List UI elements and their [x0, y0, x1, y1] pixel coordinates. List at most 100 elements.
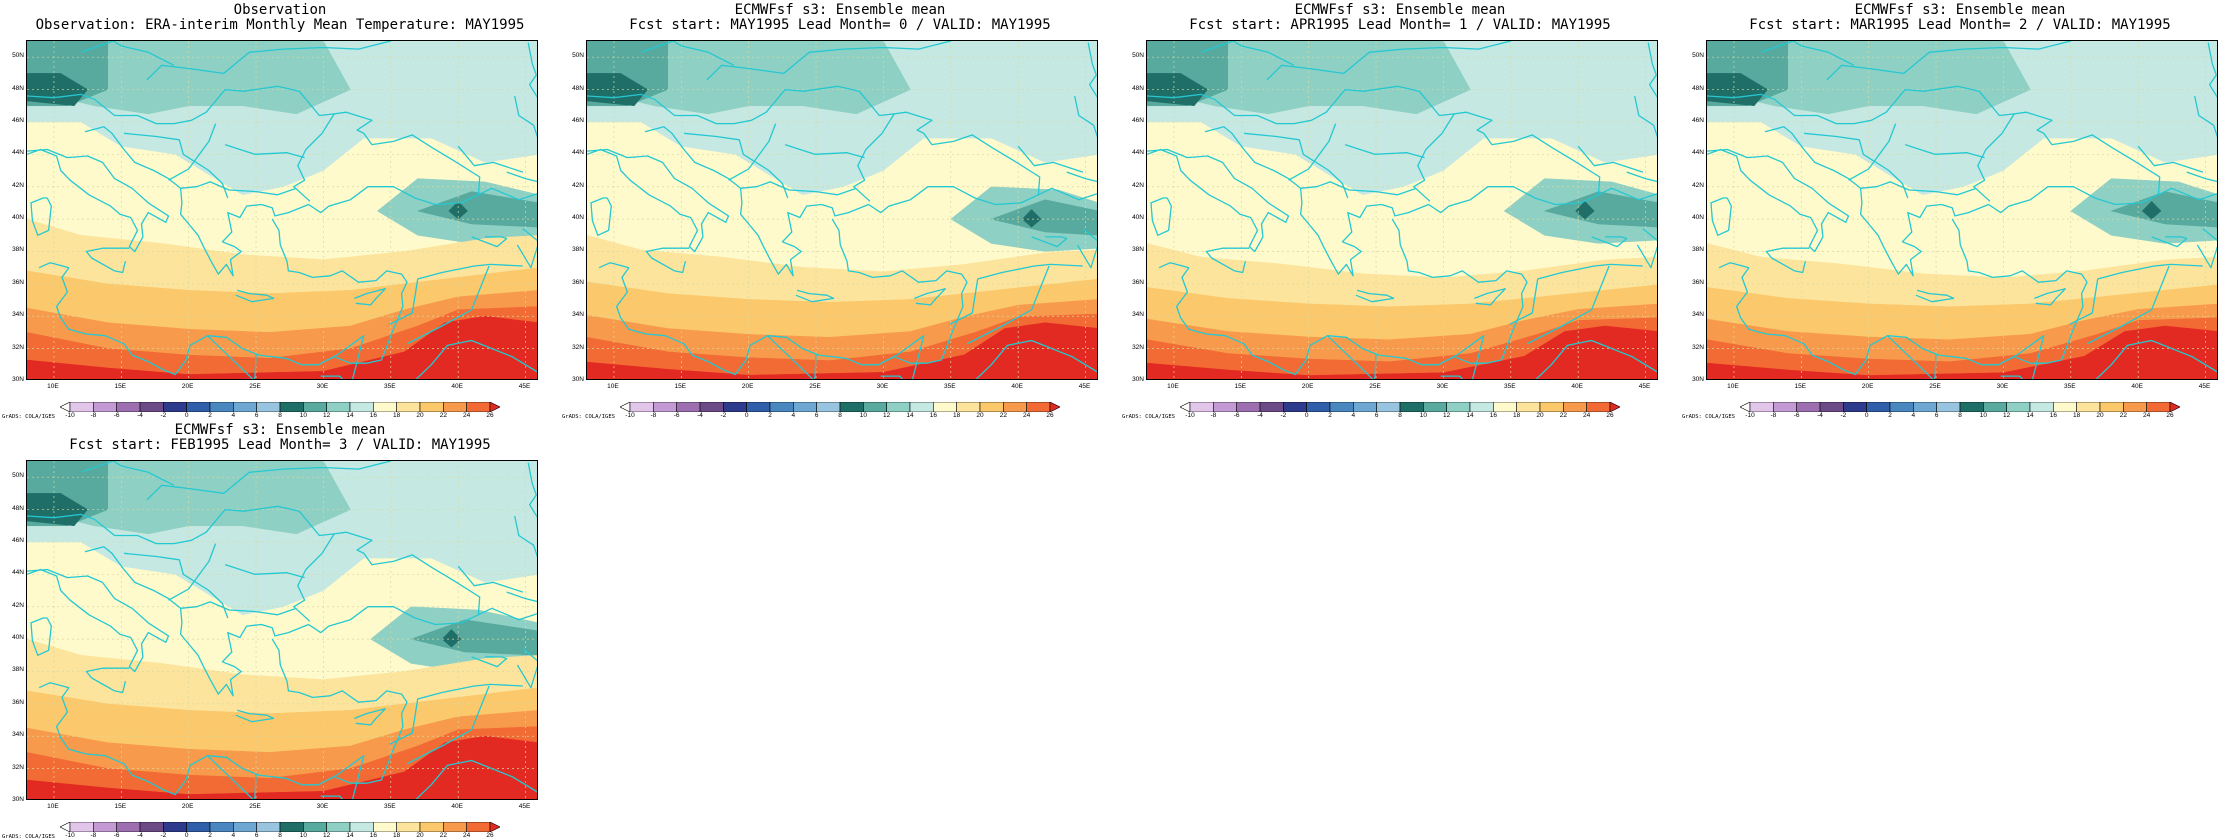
colorbar-label: -2 [1840, 412, 1847, 419]
lat-tick-label: 46N [1132, 116, 1144, 124]
colorbar [1740, 402, 2180, 412]
coastline [389, 683, 523, 745]
coastline [415, 759, 537, 799]
coastline [728, 123, 777, 181]
lon-tick-label: 35E [383, 803, 396, 810]
colorbar-swatch [1469, 402, 1494, 412]
colorbar-swatch [1796, 402, 1821, 412]
coastline [27, 85, 335, 125]
coastline [1437, 335, 1485, 379]
coastline [471, 236, 508, 248]
colorbar-label: -4 [137, 832, 143, 839]
colorbar-swatch [256, 402, 281, 412]
colorbar-label: 4 [1351, 412, 1356, 419]
coastline [207, 755, 257, 799]
coastline [38, 638, 408, 796]
colorbar-swatch [816, 402, 841, 412]
coastline [1598, 187, 1657, 201]
colorbar-label: 6 [254, 832, 259, 839]
colorbar-label: -10 [1745, 412, 1755, 419]
field-band-6 [2141, 200, 2162, 220]
colorbar-swatch [1423, 402, 1447, 412]
colorbar-label: 4 [791, 412, 796, 419]
colorbar-label: 10 [299, 412, 307, 419]
field-band-5 [416, 191, 537, 228]
colorbar-label: 26 [1046, 412, 1054, 419]
lat-tick-label: 44N [1132, 149, 1144, 157]
coastline [2207, 42, 2217, 98]
coastline [1205, 247, 1250, 274]
coastline [1474, 288, 1507, 306]
colorbar-swatch [1329, 402, 1354, 412]
coastline [235, 709, 275, 723]
coastline [457, 565, 524, 593]
lon-tick-label: 30E [876, 383, 889, 390]
coastline [1158, 218, 1528, 376]
coastline [2151, 236, 2188, 248]
colorbar-label: 12 [2003, 412, 2011, 419]
coastline [27, 568, 170, 673]
coastline [80, 461, 175, 486]
colorbar-swatch [653, 402, 677, 412]
colorbar-label: 6 [814, 412, 819, 419]
lon-tick-label: 25E [809, 383, 821, 390]
colorbar-label: -2 [160, 832, 167, 839]
colorbar-swatch [93, 402, 117, 412]
coastline [1243, 132, 1349, 199]
colorbar-swatch [676, 402, 701, 412]
lon-tick-label: 10E [1167, 383, 1179, 390]
coastline [293, 531, 481, 622]
colorbar-label: 14 [906, 412, 914, 419]
colorbar-label: 20 [2096, 412, 2104, 419]
coastline [168, 123, 217, 181]
lon-tick-label: 20E [181, 803, 194, 810]
colorbar-label: 26 [486, 832, 494, 839]
lat-tick-label: 44N [12, 149, 24, 157]
colorbar-label: 0 [1864, 412, 1869, 419]
coastline [471, 656, 508, 668]
lat-tick-label: 34N [572, 311, 584, 319]
lat-tick-label: 44N [572, 149, 584, 157]
grads-credit: GrADS: COLA/IGES [1122, 414, 1175, 420]
colorbar-label: 6 [1934, 412, 1939, 419]
colorbar-swatch [396, 402, 421, 412]
coastline [1634, 95, 1657, 138]
colorbar-label: 14 [2026, 412, 2034, 419]
colorbar-label: 26 [486, 412, 494, 419]
colorbar-label: 12 [1443, 412, 1451, 419]
colorbar-swatch [863, 402, 887, 412]
colorbar-swatch [443, 402, 467, 412]
colorbar-label: 20 [1536, 412, 1544, 419]
colorbar-swatch [349, 402, 374, 412]
grads-credit: GrADS: COLA/IGES [1682, 414, 1735, 420]
lat-tick-label: 48N [12, 84, 24, 92]
colorbar-label: -2 [720, 412, 727, 419]
coastline [317, 755, 365, 799]
lat-tick-label: 30N [572, 376, 584, 383]
coastline [1591, 236, 1628, 248]
colorbar-swatch [466, 402, 491, 412]
lon-tick-label: 10E [1727, 383, 1739, 390]
coastline [645, 247, 690, 274]
lat-tick-label: 30N [12, 376, 24, 383]
colorbar-label: 8 [1398, 412, 1402, 419]
colorbar-label: 18 [2073, 412, 2081, 419]
colorbar-swatch [1259, 402, 1284, 412]
coastline [1038, 187, 1097, 201]
coastline [527, 462, 537, 518]
coastline [1509, 263, 1643, 325]
lat-tick-label: 38N [1132, 246, 1144, 254]
colorbar-swatch [839, 402, 864, 412]
temperature-map [1146, 40, 1658, 380]
lat-tick-label: 34N [1132, 311, 1144, 319]
colorbar-swatch [349, 822, 374, 832]
field-band-6 [441, 629, 462, 648]
coastline [1031, 236, 1068, 248]
colorbar-label: -8 [650, 412, 657, 419]
coastline [224, 563, 305, 579]
colorbar-swatch [1539, 402, 1564, 412]
colorbar-swatch [1586, 402, 1611, 412]
colorbar-label: 0 [1304, 412, 1309, 419]
coastline [123, 132, 229, 199]
coastline [406, 685, 490, 765]
